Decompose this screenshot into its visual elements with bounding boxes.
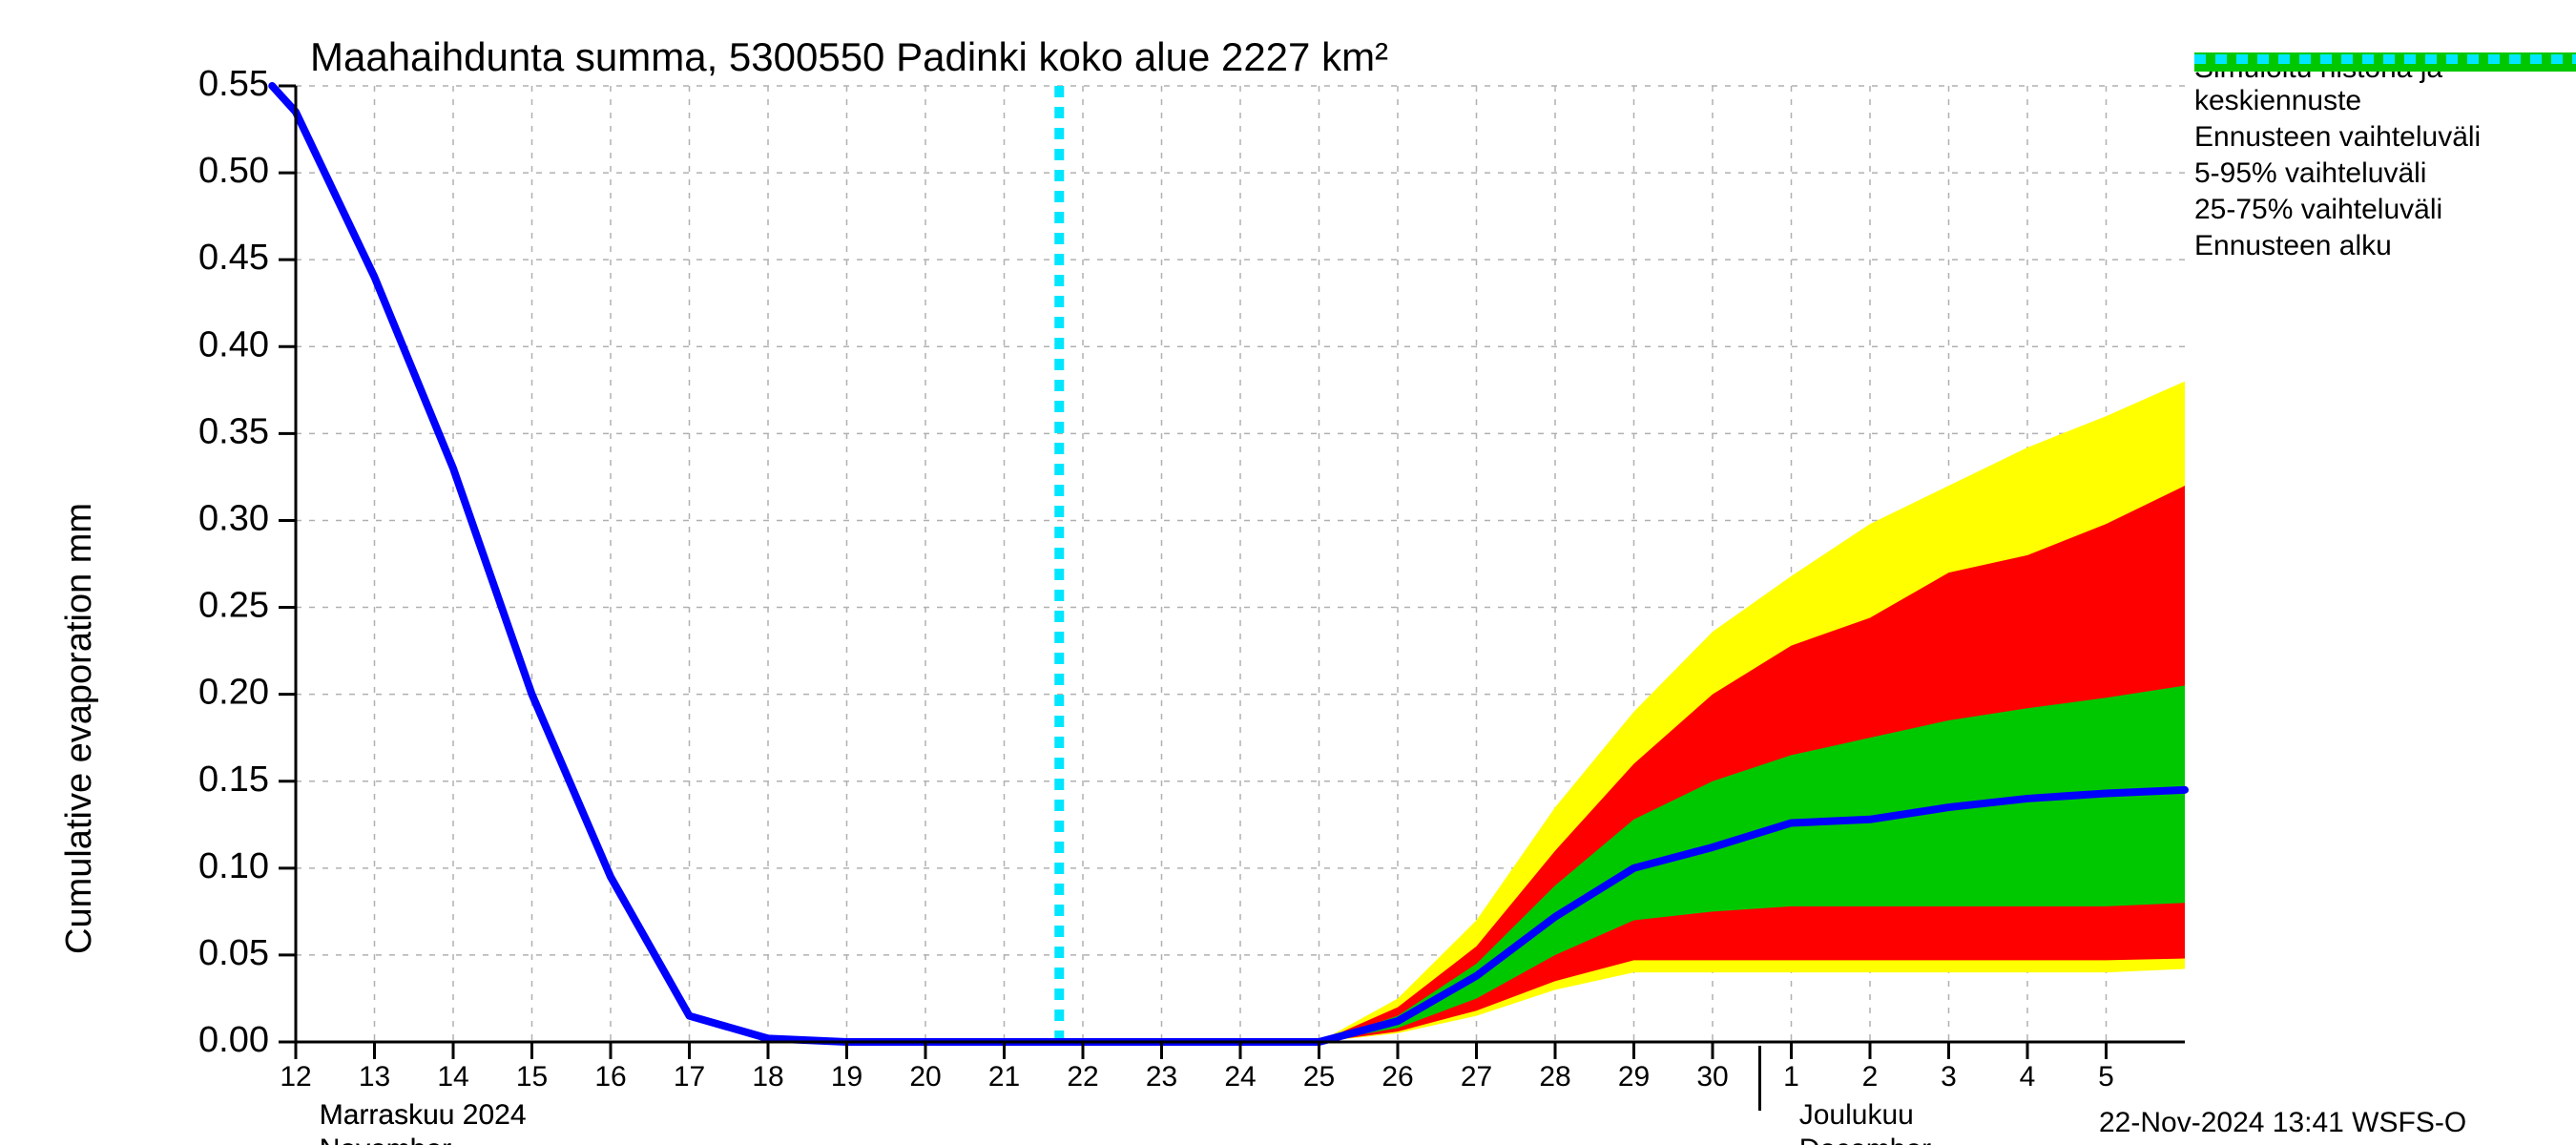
chart-title: Maahaihdunta summa, 5300550 Padinki koko… bbox=[310, 34, 1388, 80]
svg-text:3: 3 bbox=[1941, 1061, 1957, 1093]
chart-container: 0.00 0.05 0.10 0.15 0.20 0.25 0.30 0.35 0.40 0.45… bbox=[0, 0, 2576, 1145]
legend: Simuloitu historia jakeskiennusteEnnuste… bbox=[2194, 52, 2481, 266]
svg-text:0.35: 0.35 bbox=[198, 411, 269, 451]
svg-text:17: 17 bbox=[674, 1061, 705, 1093]
svg-text:16: 16 bbox=[594, 1061, 626, 1093]
svg-text:28: 28 bbox=[1539, 1061, 1570, 1093]
svg-text:18: 18 bbox=[752, 1061, 783, 1093]
svg-text:21: 21 bbox=[988, 1061, 1020, 1093]
svg-text:25: 25 bbox=[1303, 1061, 1335, 1093]
svg-text:20: 20 bbox=[909, 1061, 941, 1093]
svg-text:13: 13 bbox=[359, 1061, 390, 1093]
svg-text:24: 24 bbox=[1224, 1061, 1256, 1093]
svg-text:27: 27 bbox=[1461, 1061, 1492, 1093]
legend-swatch bbox=[2194, 52, 2576, 1145]
timestamp-label: 22-Nov-2024 13:41 WSFS-O bbox=[2099, 1107, 2466, 1139]
svg-text:0.25: 0.25 bbox=[198, 586, 269, 626]
svg-text:November: November bbox=[320, 1134, 451, 1145]
svg-text:30: 30 bbox=[1696, 1061, 1728, 1093]
svg-text:22: 22 bbox=[1067, 1061, 1098, 1093]
chart-svg: 0.00 0.05 0.10 0.15 0.20 0.25 0.30 0.35 0.40 0.45… bbox=[0, 0, 2576, 1145]
svg-text:0.55: 0.55 bbox=[198, 64, 269, 104]
svg-text:23: 23 bbox=[1146, 1061, 1177, 1093]
svg-text:2: 2 bbox=[1862, 1061, 1879, 1093]
svg-text:1: 1 bbox=[1783, 1061, 1799, 1093]
svg-text:26: 26 bbox=[1381, 1061, 1413, 1093]
svg-text:0.10: 0.10 bbox=[198, 846, 269, 886]
svg-text:0.50: 0.50 bbox=[198, 151, 269, 191]
svg-text:0.45: 0.45 bbox=[198, 238, 269, 278]
svg-text:29: 29 bbox=[1618, 1061, 1650, 1093]
y-axis-label: Cumulative evaporation mm bbox=[59, 503, 100, 954]
svg-text:0.15: 0.15 bbox=[198, 760, 269, 800]
svg-text:0.00: 0.00 bbox=[198, 1020, 269, 1060]
svg-text:Joulukuu: Joulukuu bbox=[1799, 1099, 1914, 1131]
svg-text:0.30: 0.30 bbox=[198, 498, 269, 538]
svg-text:12: 12 bbox=[280, 1061, 311, 1093]
svg-text:15: 15 bbox=[516, 1061, 548, 1093]
svg-text:5: 5 bbox=[2098, 1061, 2114, 1093]
svg-text:19: 19 bbox=[831, 1061, 862, 1093]
svg-text:Marraskuu 2024: Marraskuu 2024 bbox=[320, 1099, 527, 1131]
svg-text:0.40: 0.40 bbox=[198, 324, 269, 364]
legend-item: Ennusteen alku bbox=[2194, 230, 2481, 262]
svg-text:4: 4 bbox=[2020, 1061, 2036, 1093]
svg-text:December: December bbox=[1799, 1134, 1931, 1145]
svg-text:14: 14 bbox=[437, 1061, 468, 1093]
svg-text:0.05: 0.05 bbox=[198, 933, 269, 973]
svg-text:0.20: 0.20 bbox=[198, 673, 269, 713]
